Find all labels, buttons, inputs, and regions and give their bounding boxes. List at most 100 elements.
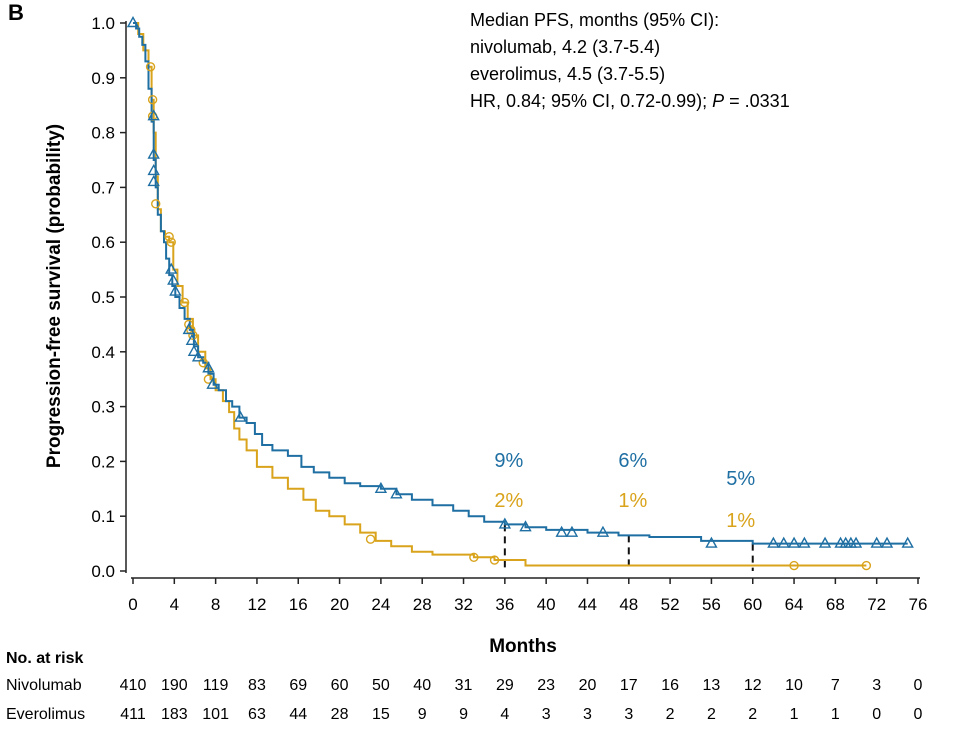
x-tick-label: 8	[211, 595, 220, 614]
censor-mark-nivolumab	[787, 536, 801, 548]
risk-value: 23	[537, 677, 555, 694]
x-tick-label: 36	[495, 595, 514, 614]
curve-nivolumab	[133, 22, 908, 545]
landmark-label-nivolumab: 6%	[618, 450, 647, 472]
censor-mark-nivolumab	[206, 377, 219, 389]
x-tick-label: 72	[867, 595, 886, 614]
censor-mark-nivolumab	[187, 344, 201, 356]
x-tick-label: 4	[170, 595, 179, 614]
risk-value: 12	[744, 677, 762, 694]
annotation-line-3: everolimus, 4.5 (3.7-5.5)	[470, 64, 665, 84]
risk-value: 0	[914, 677, 923, 694]
censor-mark-nivolumab	[191, 350, 205, 362]
risk-value: 10	[785, 677, 803, 694]
risk-value: 0	[872, 706, 881, 723]
censor-mark-everolimus	[198, 358, 208, 368]
x-tick-label: 32	[454, 595, 473, 614]
risk-value: 28	[331, 706, 349, 723]
risk-row-label: Everolimus	[6, 706, 85, 723]
x-tick-label: 76	[909, 595, 928, 614]
x-ticks: 0 4 8 12 16 20 24 28 32 36 40 44 48 52 56 60 64 68 72 76	[128, 578, 927, 614]
risk-row-label: Nivolumab	[6, 677, 82, 694]
y-axis-title: Progression-free survival (probability)	[44, 124, 65, 468]
x-tick-label: 20	[330, 595, 349, 614]
y-tick-label: 0.1	[91, 507, 115, 526]
x-tick-label: 40	[537, 595, 556, 614]
risk-value: 83	[248, 677, 266, 694]
censor-mark-everolimus	[166, 237, 176, 247]
censor-mark-nivolumab	[555, 525, 568, 537]
risk-value: 40	[413, 677, 431, 694]
censor-mark-nivolumab	[818, 536, 832, 548]
risk-value: 17	[620, 677, 638, 694]
annotation-hr: HR, 0.84; 95% CI, 0.72-0.99);	[470, 91, 712, 111]
risk-value: 101	[202, 706, 229, 723]
censor-mark-nivolumab	[849, 536, 863, 548]
risk-value: 13	[703, 677, 721, 694]
censor-mark-nivolumab	[167, 273, 180, 285]
risk-value: 16	[661, 677, 679, 694]
censor-mark-nivolumab	[870, 536, 883, 548]
censor-mark-nivolumab	[565, 525, 579, 537]
risk-value: 15	[372, 706, 390, 723]
censor-mark-nivolumab	[147, 109, 160, 121]
risk-value: 1	[790, 706, 799, 723]
risk-value: 3	[872, 677, 881, 694]
censor-mark-everolimus	[179, 297, 190, 308]
landmark-label-everolimus: 1%	[726, 510, 755, 532]
censor-mark-everolimus	[469, 552, 479, 562]
censor-mark-everolimus	[145, 62, 156, 72]
annotation-line-1: Median PFS, months (95% CI):	[470, 10, 719, 30]
y-tick-label: 0.2	[91, 452, 115, 471]
landmark-label-everolimus: 2%	[494, 490, 523, 512]
risk-value: 411	[120, 706, 146, 723]
y-tick-label: 0.7	[91, 178, 115, 197]
censor-mark-everolimus	[365, 534, 376, 544]
risk-value: 9	[459, 706, 468, 723]
risk-value: 50	[372, 677, 390, 694]
censor-mark-nivolumab	[519, 520, 532, 532]
risk-value: 3	[624, 706, 633, 723]
risk-value: 60	[331, 677, 349, 694]
x-tick-label: 60	[743, 595, 762, 614]
risk-value: 3	[583, 706, 592, 723]
y-tick-label: 0.5	[91, 288, 115, 307]
risk-value: 1	[831, 706, 840, 723]
censor-mark-nivolumab	[880, 536, 894, 548]
censor-mark-nivolumab	[596, 525, 610, 537]
annotation-line-4: HR, 0.84; 95% CI, 0.72-0.99); P = .0331	[470, 91, 790, 111]
risk-value: 69	[289, 677, 307, 694]
censor-mark-nivolumab	[182, 322, 195, 335]
risk-value: 183	[161, 706, 188, 723]
risk-value: 31	[455, 677, 473, 694]
censor-mark-everolimus	[151, 199, 161, 209]
risk-value: 2	[748, 706, 757, 723]
censor-mark-nivolumab	[901, 536, 914, 548]
censor-mark-nivolumab	[798, 536, 811, 548]
risk-value: 29	[496, 677, 514, 694]
risk-value: 20	[579, 677, 597, 694]
y-tick-label: 0.0	[91, 562, 115, 581]
x-tick-label: 0	[128, 595, 137, 614]
censor-mark-nivolumab	[202, 361, 215, 373]
censor-mark-nivolumab	[498, 517, 512, 529]
axes: 0.00.10.20.30.40.50.60.70.80.91.0 0 4 8 12 1…	[91, 14, 927, 614]
censor-mark-nivolumab	[705, 536, 718, 548]
censor-mark-nivolumab	[185, 333, 199, 346]
risk-value: 4	[500, 706, 509, 723]
y-ticks: 0.0 0.1 0.2 0.3 0.4 0.5 0.6 0.7 0.8 0.9 1.0	[91, 14, 126, 581]
censor-mark-everolimus	[164, 232, 174, 242]
annotation-line-2: nivolumab, 4.2 (3.7-5.4)	[470, 37, 660, 57]
risk-value: 2	[666, 706, 675, 723]
annotation-p-value: = .0331	[724, 91, 790, 111]
censor-mark-everolimus	[184, 319, 194, 330]
censor-mark-nivolumab	[169, 284, 182, 296]
censor-mark-nivolumab	[374, 481, 388, 493]
median-pfs-annotation: Median PFS, months (95% CI): nivolumab, …	[470, 10, 790, 111]
risk-value: 410	[120, 677, 147, 694]
risk-table-header: No. at risk	[6, 650, 83, 667]
x-tick-label: 68	[826, 595, 845, 614]
risk-value: 2	[707, 706, 716, 723]
x-tick-label: 48	[619, 595, 638, 614]
